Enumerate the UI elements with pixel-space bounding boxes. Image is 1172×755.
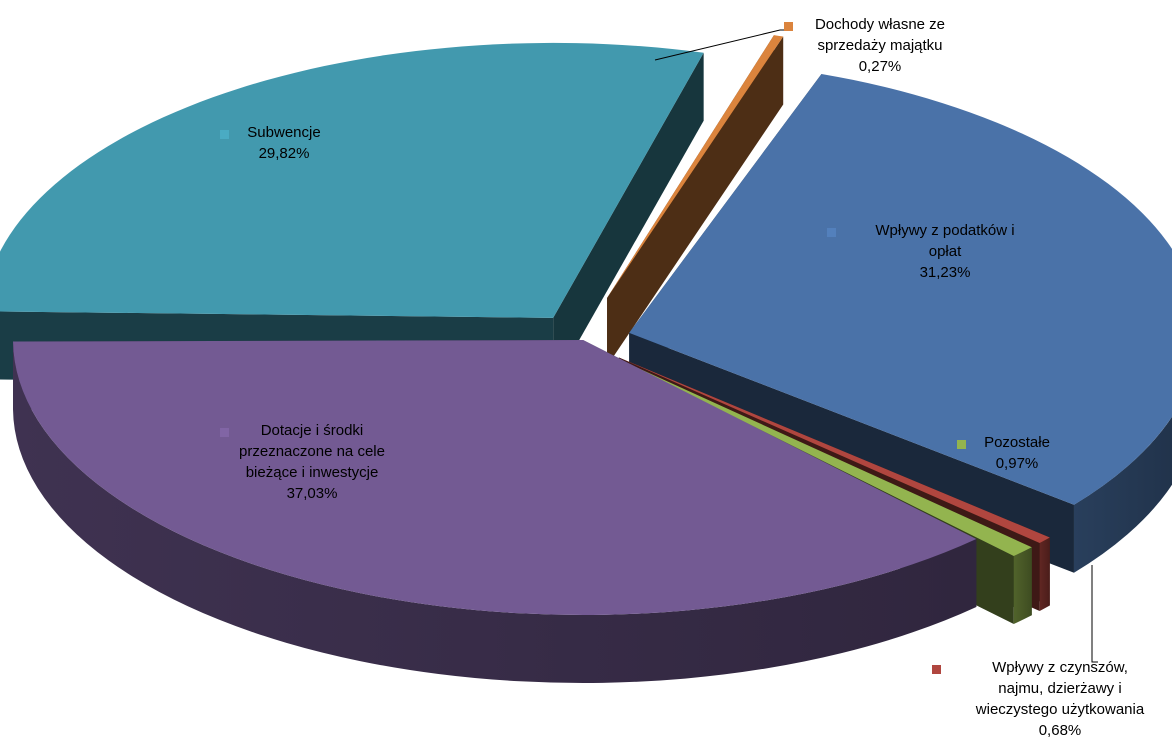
data-label-text: sprzedaży majątku [817, 37, 943, 54]
data-label-percent: 29,82% [258, 145, 310, 162]
legend-key-czynsze [932, 665, 941, 674]
slice-subwencje [0, 42, 704, 318]
data-label-text: Dochody własne ze [814, 16, 946, 33]
slice-wall [607, 36, 784, 367]
slice-tops [0, 35, 1172, 615]
data-label-subwencje: Subwencje 29,82% [204, 122, 364, 164]
data-label-text: Pozostałe [984, 434, 1050, 451]
slice-podatki [629, 73, 1172, 505]
data-label-czynsze: Wpływy z czynszów, najmu, dzierżawy i wiec… [945, 657, 1172, 741]
slice-outer-wall [1013, 547, 1032, 625]
data-label-text: bieżące i inwestycje [245, 464, 379, 481]
leader-line-czynsze [1091, 565, 1098, 663]
slice-czynsze [618, 357, 1050, 544]
legend-key-pozostale [957, 440, 966, 449]
data-label-percent: 0,27% [858, 58, 902, 75]
data-label-text: Wpływy z podatków i [875, 222, 1015, 239]
slice-outer-wall [13, 341, 977, 683]
legend-key-subwencje [220, 130, 229, 139]
data-label-text: Wpływy z czynszów, [992, 659, 1128, 676]
data-label-text: opłat [928, 243, 962, 260]
slice-outer-wall [1073, 416, 1172, 573]
data-label-percent: 0,68% [1038, 722, 1082, 739]
data-label-text: przeznaczone na cele [239, 443, 385, 460]
data-label-percent: 31,23% [919, 264, 971, 281]
data-label-text: najmu, dzierżawy i [998, 680, 1122, 697]
slice-dotacje [13, 340, 977, 615]
slice-pozostale [617, 358, 1032, 557]
data-label-majatek: Dochody własne ze sprzedaży majątku 0,27% [780, 14, 980, 77]
data-label-percent: 0,97% [995, 455, 1039, 472]
data-label-pozostale: Pozostałe 0,97% [962, 432, 1072, 474]
data-label-dotacje: Dotacje i środki przeznaczone na cele bież… [182, 420, 442, 504]
data-label-text: wieczystego użytkowania [975, 701, 1145, 718]
legend-key-dotacje [220, 428, 229, 437]
legend-key-podatki [827, 228, 836, 237]
data-label-text: Dotacje i środki [260, 422, 364, 439]
slice-outer-wall [1039, 537, 1050, 612]
data-label-podatki: Wpływy z podatków i opłat 31,23% [835, 220, 1055, 283]
slice-majatek [607, 35, 784, 299]
data-label-percent: 37,03% [286, 485, 338, 502]
data-label-text: Subwencje [247, 124, 321, 141]
legend-key-majatek [784, 22, 793, 31]
slice-wall [553, 52, 704, 386]
